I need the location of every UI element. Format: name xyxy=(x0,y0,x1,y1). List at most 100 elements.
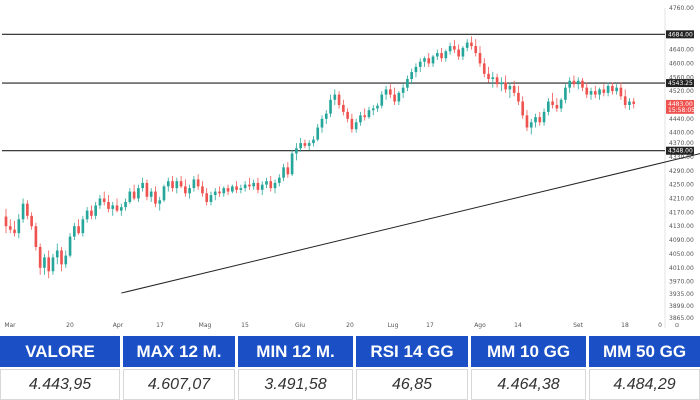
candle-body xyxy=(367,110,371,118)
x-tick-label: 17 xyxy=(426,322,434,329)
price-tag-label: 4483.00 xyxy=(668,101,693,108)
stats-header-row: VALORE MAX 12 M. MIN 12 M. RSI 14 GG MM … xyxy=(0,336,700,367)
level-tag-label: 4543.25 xyxy=(668,80,693,87)
y-tick-label: 3935.00 xyxy=(669,291,694,298)
candle-body xyxy=(171,181,174,189)
stats-table: VALORE MAX 12 M. MIN 12 M. RSI 14 GG MM … xyxy=(0,336,700,400)
level-tag-label: 4348.00 xyxy=(668,148,693,155)
candle-body xyxy=(363,115,367,118)
candle-body xyxy=(201,186,204,194)
candle-body xyxy=(350,118,354,130)
price-chart: 3865.00 3899.00 3935.00 3970.00 4010.00 4050.… xyxy=(2,5,700,329)
candle-body xyxy=(333,94,337,100)
candle-body xyxy=(252,182,255,187)
y-tick-label: 3970.00 xyxy=(669,279,694,286)
candle-body xyxy=(184,186,187,194)
candle-body xyxy=(307,143,311,146)
candle-body xyxy=(384,89,388,95)
candle-body xyxy=(107,201,110,209)
candle-body xyxy=(30,215,33,227)
candle-body xyxy=(132,191,136,199)
candle-body xyxy=(619,87,623,97)
candle-body xyxy=(115,205,119,211)
level-tag-bg xyxy=(666,79,694,88)
candle-body xyxy=(119,207,123,211)
x-tick-label: Ago xyxy=(474,322,486,329)
value-mm-50gg: 4.484,29 xyxy=(589,369,700,400)
candle-body xyxy=(154,191,157,204)
candle-body xyxy=(598,89,601,95)
y-tick-label: 4170.00 xyxy=(669,209,694,216)
y-tick-label: 4290.00 xyxy=(669,168,694,175)
candle-body xyxy=(410,72,413,80)
candle-body xyxy=(277,177,281,183)
level-tag-bg xyxy=(666,146,694,155)
x-tick-label: 14 xyxy=(514,322,522,329)
candle-body xyxy=(478,53,482,64)
candle-body xyxy=(299,143,302,149)
candle-body xyxy=(269,181,273,189)
chart-svg: 3865.00 3899.00 3935.00 3970.00 4010.00 4050.… xyxy=(2,5,700,329)
candle-body xyxy=(149,191,153,197)
candle-body xyxy=(273,182,277,189)
candle-body xyxy=(265,181,268,185)
candle-body xyxy=(188,188,191,194)
candle-body xyxy=(158,200,162,204)
x-tick-label: 17 xyxy=(156,322,164,329)
candle-body xyxy=(94,205,97,216)
price-tag-label: 15:58:05 xyxy=(668,107,695,114)
y-tick-label: 3899.00 xyxy=(669,303,694,310)
candle-body xyxy=(162,186,166,201)
candle-body xyxy=(179,181,183,187)
candle-body xyxy=(222,188,226,194)
y-tick-label: 4440.00 xyxy=(669,116,694,123)
candle-body xyxy=(517,92,520,102)
value-valore: 4.443,95 xyxy=(0,369,120,400)
candle-body xyxy=(68,236,72,256)
candle-body xyxy=(491,77,495,80)
x-tick-label: Lug xyxy=(388,322,399,329)
candle-body xyxy=(534,117,537,123)
x-tick-label: Mag xyxy=(199,322,212,329)
candle-body xyxy=(487,73,490,80)
candle-body xyxy=(175,181,179,189)
candle-body xyxy=(380,94,384,106)
candle-body xyxy=(606,85,610,93)
x-tick-label: Set xyxy=(573,322,584,329)
x-tick-label: 0 xyxy=(658,322,662,329)
candle-body xyxy=(4,216,8,227)
candle-body xyxy=(128,191,132,202)
candle-body xyxy=(572,80,576,85)
candle-body xyxy=(85,210,89,220)
candle-body xyxy=(166,181,170,187)
candle-body xyxy=(290,153,294,175)
y-tick-label: 4760.00 xyxy=(669,5,694,12)
candle-body xyxy=(559,99,563,109)
candle-body xyxy=(303,143,307,146)
value-max-12m: 4.607,07 xyxy=(123,369,235,400)
candle-body xyxy=(342,104,345,112)
candle-body xyxy=(376,105,379,109)
candle-body xyxy=(13,229,16,234)
y-tick-label: 3865.00 xyxy=(669,315,694,322)
x-tick-label: Giu xyxy=(295,322,305,329)
candle-body xyxy=(551,101,554,105)
candle-body xyxy=(431,56,435,64)
candle-body xyxy=(461,47,465,57)
candle-body xyxy=(34,226,38,247)
value-mm-10gg: 4.464,38 xyxy=(471,369,586,400)
candle-body xyxy=(504,82,507,90)
candle-body xyxy=(243,184,247,189)
candle-body xyxy=(465,42,469,48)
candle-body xyxy=(508,85,512,90)
candle-body xyxy=(448,46,452,52)
candle-body xyxy=(248,184,251,187)
header-valore: VALORE xyxy=(0,336,120,367)
candle-body xyxy=(77,226,80,234)
candle-body xyxy=(632,101,636,104)
candle-body xyxy=(282,167,285,178)
candle-body xyxy=(55,250,59,258)
candle-body xyxy=(320,118,324,128)
candle-body xyxy=(585,87,589,95)
y-tick-label: 4520.00 xyxy=(669,88,694,95)
